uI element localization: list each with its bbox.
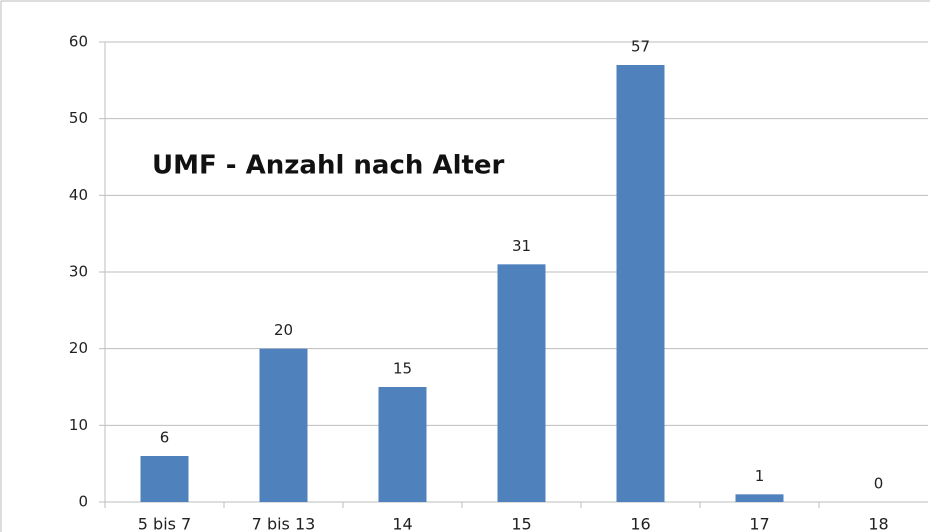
x-tick-label: 14 (392, 515, 412, 532)
data-label: 57 (631, 38, 650, 56)
data-label: 15 (393, 360, 412, 378)
data-label: 0 (874, 475, 884, 493)
y-tick-label: 20 (69, 339, 88, 357)
y-tick-label: 30 (69, 263, 88, 281)
data-label: 20 (274, 321, 293, 339)
y-tick-label: 60 (69, 33, 88, 51)
x-tick-label: 16 (630, 515, 650, 532)
data-label: 31 (512, 237, 531, 255)
bar (616, 65, 665, 502)
x-tick-label: 7 bis 13 (252, 515, 316, 532)
x-tick-label: 18 (868, 515, 888, 532)
bar (140, 456, 189, 502)
y-tick-label: 10 (69, 416, 88, 434)
bar (735, 494, 784, 502)
bar (497, 264, 546, 502)
x-tick-label: 17 (749, 515, 769, 532)
data-label: 6 (160, 429, 170, 447)
bar (259, 348, 308, 502)
bar (378, 387, 427, 502)
x-tick-label: 5 bis 7 (138, 515, 191, 532)
chart-title: UMF - Anzahl nach Alter (152, 151, 505, 181)
y-tick-label: 50 (69, 109, 88, 127)
x-tick-label: 15 (511, 515, 531, 532)
data-label: 1 (755, 467, 765, 485)
y-tick-label: 0 (78, 493, 88, 511)
y-tick-label: 40 (69, 186, 88, 204)
